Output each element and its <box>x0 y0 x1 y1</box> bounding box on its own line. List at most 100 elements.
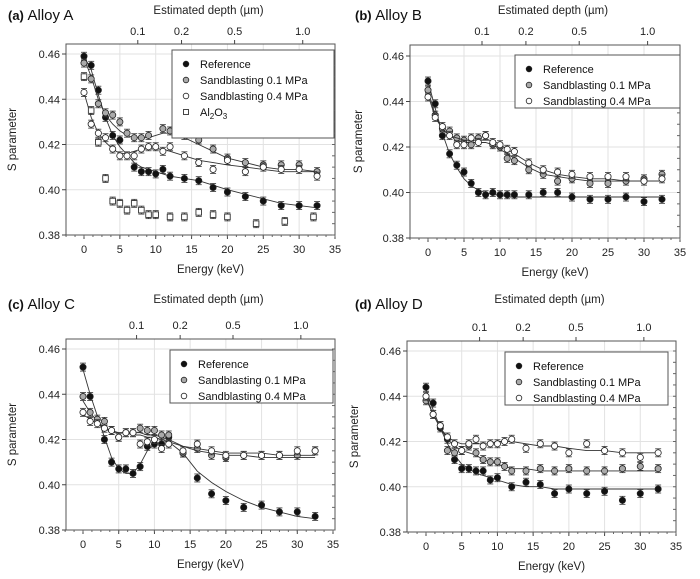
legend-marker <box>180 376 188 384</box>
data-point <box>431 113 439 121</box>
data-point <box>116 136 124 144</box>
data-point <box>222 497 230 505</box>
data-point <box>493 474 501 482</box>
data-point <box>145 168 153 176</box>
top-axis-label: Estimated depth (µm) <box>153 5 263 17</box>
y-tick-label: 0.38 <box>383 233 404 245</box>
plot-frame <box>65 338 336 531</box>
data-point <box>179 447 187 455</box>
data-point <box>293 508 301 516</box>
data-point <box>568 193 576 201</box>
data-point <box>486 476 494 484</box>
data-point <box>152 170 160 178</box>
legend-marker <box>182 92 190 100</box>
top-tick-label: 0.5 <box>225 320 240 332</box>
x-axis-label: Energy (keV) <box>177 264 244 276</box>
legend-box <box>171 49 335 139</box>
data-point <box>618 496 626 504</box>
data-point <box>493 440 501 448</box>
y-tick-label: 0.46 <box>380 346 401 358</box>
x-tick-label: 10 <box>491 541 503 553</box>
legend-marker <box>525 81 533 89</box>
data-point <box>159 165 167 173</box>
y-tick-label: 0.42 <box>39 140 60 152</box>
series-open-circle <box>422 391 662 462</box>
data-point <box>482 132 490 140</box>
data-point <box>508 467 516 475</box>
data-point <box>554 168 562 176</box>
legend-label: Sandblasting 0.4 MPa <box>200 91 309 103</box>
data-point <box>145 131 153 139</box>
x-tick-label: 5 <box>459 541 465 553</box>
legend-label: Reference <box>200 59 251 71</box>
y-tick-label: 0.38 <box>39 525 60 537</box>
data-point <box>539 188 547 196</box>
top-axis-label: Estimated depth (µm) <box>494 294 604 306</box>
data-point <box>522 478 530 486</box>
data-point <box>87 75 95 83</box>
data-point <box>240 451 248 459</box>
data-point <box>115 465 123 473</box>
data-point <box>586 195 594 203</box>
data-point <box>94 100 102 108</box>
data-point <box>313 202 321 210</box>
data-point <box>458 465 466 473</box>
x-tick-label: 10 <box>494 247 506 259</box>
fit-curve <box>83 58 318 173</box>
data-point <box>116 118 124 126</box>
data-point <box>295 165 303 173</box>
data-point <box>539 166 547 174</box>
data-point <box>479 467 487 475</box>
data-point <box>496 191 504 199</box>
data-point <box>460 168 468 176</box>
data-point <box>166 172 174 180</box>
data-point <box>275 451 283 459</box>
legend: Reference Sandblasting 0.1 MPa Sandblastin… <box>169 349 334 404</box>
data-point <box>565 449 573 457</box>
data-point <box>281 218 289 225</box>
data-point <box>137 168 145 176</box>
data-point <box>472 467 480 475</box>
top-axis-label: Estimated depth (µm) <box>153 294 263 306</box>
data-point <box>536 440 544 448</box>
data-point <box>583 467 591 475</box>
legend: Reference Sandblasting 0.1 MPa Sandblastin… <box>514 54 681 109</box>
data-point <box>525 159 533 167</box>
data-point <box>508 435 516 443</box>
fit-curve <box>427 89 662 182</box>
y-tick-label: 0.40 <box>39 480 60 492</box>
y-axis-label: S parameter <box>7 108 19 171</box>
data-point <box>240 503 248 511</box>
data-point <box>277 202 285 210</box>
y-axis-label: S parameter <box>349 405 361 468</box>
panel-title: (a) Alloy A <box>8 7 73 24</box>
data-point <box>180 174 188 182</box>
legend-marker <box>183 109 189 115</box>
legend-label: Sandblasting 0.4 MPa <box>543 96 652 108</box>
data-point <box>259 163 267 171</box>
data-point <box>80 59 88 67</box>
data-point <box>486 458 494 466</box>
legend-label: Sandblasting 0.1 MPa <box>200 75 309 87</box>
y-tick-label: 0.40 <box>39 185 60 197</box>
data-point <box>80 88 88 96</box>
top-tick-label: 0.1 <box>129 320 144 332</box>
data-point <box>79 408 87 416</box>
data-point <box>424 86 432 94</box>
data-point <box>224 213 231 221</box>
data-point <box>209 165 217 173</box>
x-tick-label: 25 <box>257 244 269 256</box>
top-tick-label: 1.0 <box>636 322 651 334</box>
data-point <box>123 206 131 214</box>
x-axis-label: Energy (keV) <box>521 267 588 279</box>
fit-curve <box>83 92 318 173</box>
data-point <box>654 485 662 493</box>
data-point <box>438 132 446 140</box>
data-point <box>193 440 201 448</box>
data-point <box>551 467 559 475</box>
data-point <box>143 426 151 434</box>
legend-box <box>504 351 669 406</box>
data-point <box>130 152 138 160</box>
data-point <box>583 490 591 498</box>
data-point <box>422 383 430 391</box>
